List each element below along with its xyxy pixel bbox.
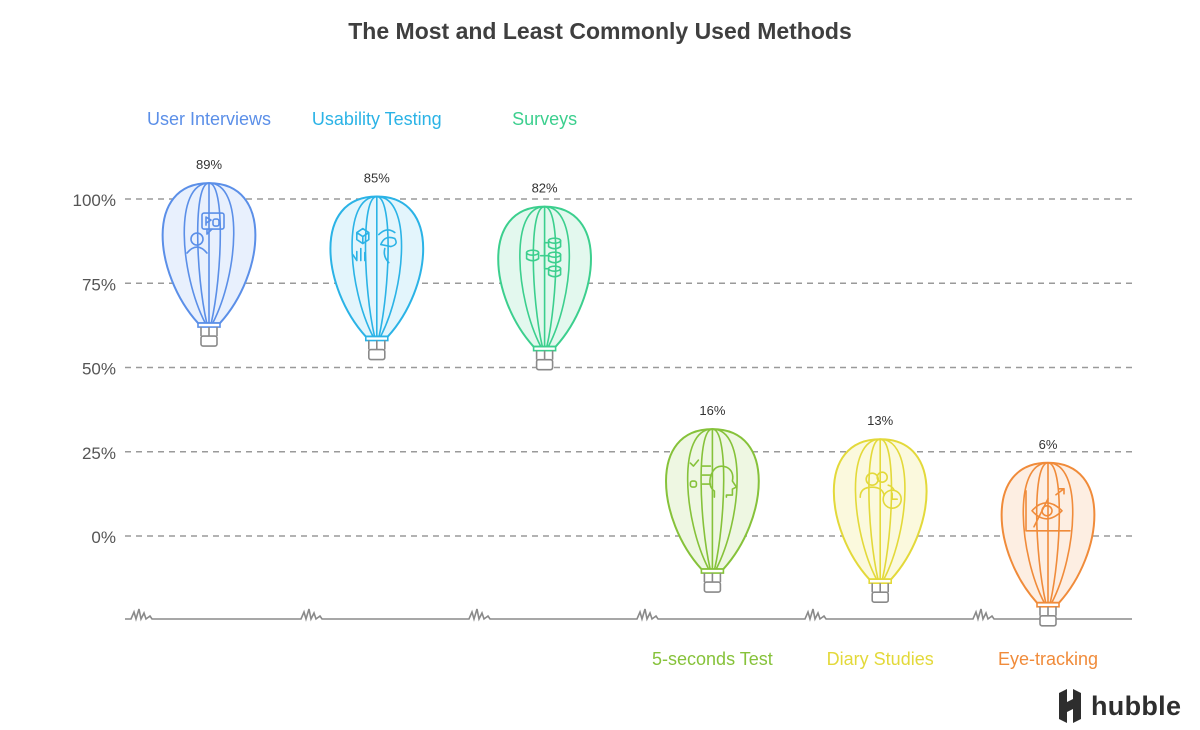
y-axis: 0% 25% 50% 75% 100% xyxy=(73,191,116,547)
balloon-gore xyxy=(519,205,571,348)
balloon-neck xyxy=(868,578,893,584)
y-tick-label: 0% xyxy=(91,528,116,547)
balloon-gore xyxy=(532,205,557,347)
category-label: Usability Testing xyxy=(312,109,442,129)
balloon: 13% Diary Studies xyxy=(827,413,934,669)
balloon-gore xyxy=(351,195,403,337)
balloon-ropes xyxy=(368,340,386,350)
balloon-gore xyxy=(686,428,738,570)
category-label: 5-seconds Test xyxy=(652,649,773,669)
balloon-neck xyxy=(197,322,221,328)
category-label-text: Usability Testing xyxy=(312,109,442,129)
balloon-neck xyxy=(364,335,389,342)
category-label-text: 5-seconds Test xyxy=(652,649,773,669)
balloon: 89% User Interviews xyxy=(147,109,271,347)
category-label: User Interviews xyxy=(147,109,271,129)
balloon-ropes xyxy=(871,583,889,593)
balloon-neck xyxy=(1036,601,1060,608)
category-label-text: Diary Studies xyxy=(827,649,934,669)
user-clock-icon xyxy=(859,471,903,509)
balloon: 82% Surveys xyxy=(497,109,592,371)
value-label: 13% xyxy=(867,413,893,428)
balloon-gore xyxy=(183,182,235,324)
balloon-ropes xyxy=(703,573,722,583)
eye-chart-icon xyxy=(1025,487,1071,532)
ground xyxy=(125,608,1132,622)
balloon-basket xyxy=(200,335,218,347)
balloon-gore xyxy=(700,428,725,570)
balloon-ropes xyxy=(200,327,218,337)
balloon-basket xyxy=(535,358,554,371)
hubble-logo-icon xyxy=(1059,689,1081,723)
balloon: 85% Usability Testing xyxy=(312,109,442,361)
balloon-ropes xyxy=(535,350,554,360)
value-label: 89% xyxy=(196,157,222,172)
chart-title: The Most and Least Commonly Used Methods xyxy=(348,18,852,44)
balloon-neck xyxy=(700,568,725,574)
category-label: Diary Studies xyxy=(827,649,934,669)
y-tick-label: 50% xyxy=(82,360,116,379)
balloon-gore xyxy=(1022,461,1074,604)
grid-lines xyxy=(125,198,1132,537)
category-label-text: User Interviews xyxy=(147,109,271,129)
balloon: 6% Eye-tracking xyxy=(998,437,1098,669)
interview-icon xyxy=(186,212,225,254)
balloon-ropes xyxy=(1039,606,1057,616)
balloon-neck xyxy=(532,345,557,352)
ground-line xyxy=(125,608,1132,622)
category-label: Eye-tracking xyxy=(998,649,1098,669)
value-label: 82% xyxy=(532,181,558,196)
balloon-basket xyxy=(871,591,890,603)
usability-icon xyxy=(352,227,397,264)
value-label: 6% xyxy=(1039,437,1058,452)
balloons: 89% User Interviews 85% Usability Testing 82… xyxy=(147,109,1098,669)
balloon-basket xyxy=(367,348,386,361)
y-tick-label: 100% xyxy=(73,191,116,210)
checklist-head-icon xyxy=(689,459,738,498)
balloon-gore xyxy=(364,195,389,337)
category-label-text: Eye-tracking xyxy=(998,649,1098,669)
balloon: 16% 5-seconds Test xyxy=(652,403,773,669)
balloon-basket xyxy=(1039,614,1057,627)
balloon-gore xyxy=(196,182,222,324)
value-label: 85% xyxy=(364,171,390,186)
value-label: 16% xyxy=(699,403,725,418)
category-label-text: Surveys xyxy=(512,109,577,129)
brand-name: hubble xyxy=(1091,690,1182,721)
category-label: Surveys xyxy=(512,109,577,129)
database-icon xyxy=(525,237,562,278)
balloon-basket xyxy=(703,581,722,593)
y-tick-label: 75% xyxy=(82,275,116,294)
balloon-gore xyxy=(854,438,906,580)
brand-logo: hubble xyxy=(1057,686,1181,726)
y-tick-label: 25% xyxy=(82,444,116,463)
